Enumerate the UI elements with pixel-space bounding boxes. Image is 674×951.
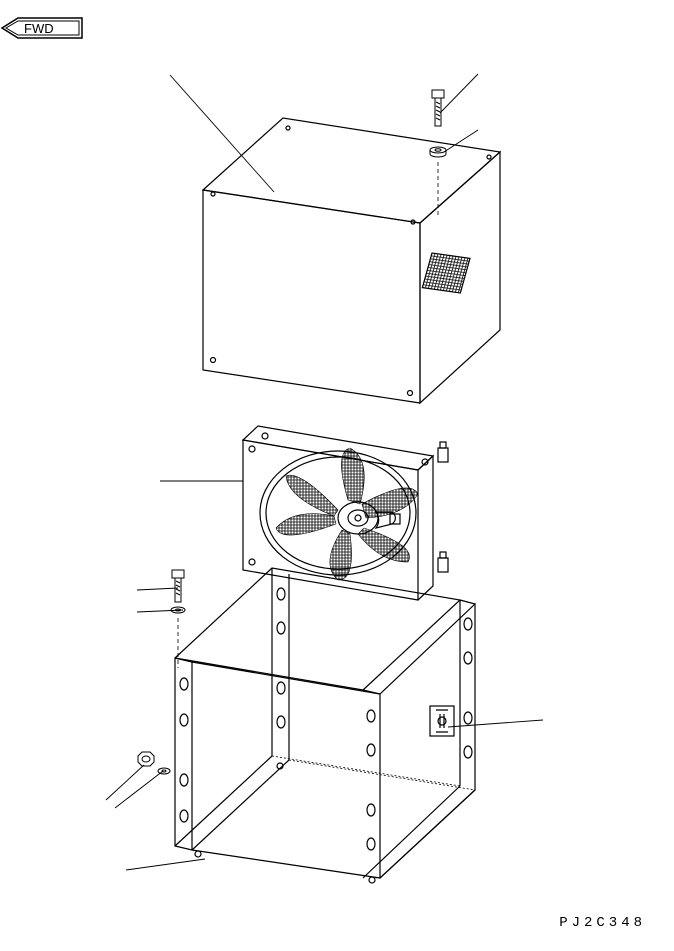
leader-lines xyxy=(106,74,543,870)
bottom-nut xyxy=(138,752,154,766)
cover-box xyxy=(203,118,500,403)
mid-bolt xyxy=(172,570,184,602)
exploded-diagram: FWD xyxy=(0,0,674,951)
mounting-frame xyxy=(175,568,475,883)
fan-assembly xyxy=(243,426,448,600)
fwd-label: FWD xyxy=(24,21,54,36)
top-bolt xyxy=(432,90,444,126)
fwd-badge: FWD xyxy=(2,18,82,38)
top-washer xyxy=(430,147,446,157)
drawing-code: PJ2C348 xyxy=(559,915,646,931)
